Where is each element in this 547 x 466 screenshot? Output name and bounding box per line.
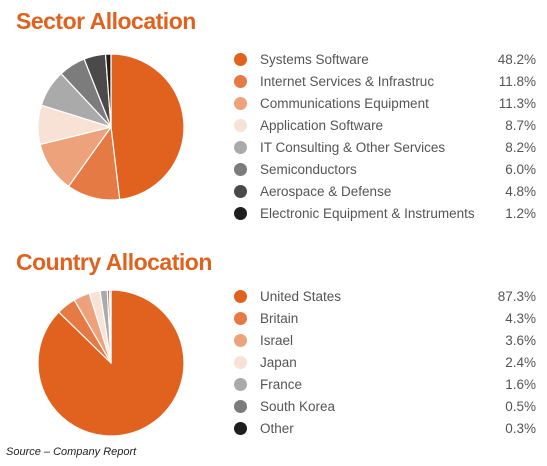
country-legend-item-other: Other 0.3% bbox=[230, 417, 536, 439]
country-legend-label: Japan bbox=[260, 354, 297, 370]
country-legend-swatch bbox=[234, 355, 247, 369]
sector-legend-label: Application Software bbox=[260, 117, 384, 133]
sector-legend-item-communications-equipment: Communications Equipment 11.3% bbox=[230, 92, 536, 114]
country-legend-item-united-states: United States 87.3% bbox=[230, 285, 536, 307]
sector-legend-swatch bbox=[234, 118, 247, 132]
country-legend-swatch bbox=[234, 311, 247, 325]
sector-legend-label: Electronic Equipment & Instruments bbox=[260, 205, 475, 221]
sector-legend-swatch bbox=[234, 96, 247, 110]
sector-legend-label: Semiconductors bbox=[260, 161, 357, 177]
country-legend-swatch bbox=[234, 377, 247, 391]
country-legend-label: France bbox=[260, 376, 303, 392]
sector-allocation-title: Sector Allocation bbox=[16, 8, 196, 34]
country-legend-swatch bbox=[234, 289, 247, 303]
country-legend-item-israel: Israel 3.6% bbox=[230, 329, 536, 351]
sector-legend-item-aerospace-and-defense: Aerospace & Defense 4.8% bbox=[230, 180, 536, 202]
sector-legend-label: Communications Equipment bbox=[260, 95, 429, 111]
sector-legend-swatch bbox=[234, 206, 247, 220]
sector-legend-label: IT Consulting & Other Services bbox=[260, 139, 446, 155]
sector-legend-label: Aerospace & Defense bbox=[260, 183, 392, 199]
country-pie-chart bbox=[37, 289, 185, 437]
sector-slice-electronic-equipment-and-instruments bbox=[104, 53, 112, 128]
sector-legend-swatch bbox=[234, 52, 247, 66]
country-legend-label: South Korea bbox=[260, 398, 336, 414]
country-legend-value: 87.3% bbox=[497, 288, 536, 304]
source-note: Source – Company Report bbox=[6, 446, 137, 458]
sector-pie-chart bbox=[37, 53, 185, 201]
country-allocation-title: Country Allocation bbox=[16, 249, 212, 275]
country-legend-value: 3.6% bbox=[505, 332, 536, 348]
sector-legend-item-it-consulting-and-other-services: IT Consulting & Other Services 8.2% bbox=[230, 136, 536, 158]
sector-legend-value: 8.7% bbox=[505, 117, 536, 133]
country-legend-swatch bbox=[234, 333, 247, 347]
sector-slice-systems-software bbox=[110, 53, 185, 201]
sector-legend-value: 6.0% bbox=[505, 161, 536, 177]
sector-legend-value: 11.3% bbox=[498, 95, 536, 111]
sector-legend-value: 48.2% bbox=[497, 51, 536, 67]
sector-legend-swatch bbox=[234, 74, 247, 88]
country-legend-item-south-korea: South Korea 0.5% bbox=[230, 395, 536, 417]
sector-legend-swatch bbox=[234, 140, 247, 154]
country-slice-united-states bbox=[37, 289, 185, 437]
country-legend-value: 0.3% bbox=[505, 420, 536, 436]
country-legend-label: Israel bbox=[260, 332, 294, 348]
country-legend-swatch bbox=[234, 421, 247, 435]
country-legend-label: United States bbox=[260, 288, 342, 304]
sector-legend-label: Systems Software bbox=[260, 51, 369, 67]
country-legend-value: 0.5% bbox=[505, 398, 536, 414]
country-slice-other bbox=[109, 289, 112, 364]
sector-legend-item-application-software: Application Software 8.7% bbox=[230, 114, 536, 136]
sector-legend-value: 8.2% bbox=[505, 139, 536, 155]
country-legend-item-japan: Japan 2.4% bbox=[230, 351, 536, 373]
country-legend-swatch bbox=[234, 399, 247, 413]
sector-legend-value: 4.8% bbox=[505, 183, 536, 199]
country-legend-value: 1.6% bbox=[505, 376, 536, 392]
country-legend-value: 2.4% bbox=[505, 354, 536, 370]
country-legend: United States 87.3% Britain 4.3% Israel 3.6% J… bbox=[230, 285, 536, 439]
sector-legend-value: 11.8% bbox=[498, 73, 536, 89]
sector-legend-value: 1.2% bbox=[505, 205, 536, 221]
country-legend-label: Britain bbox=[260, 310, 299, 326]
country-legend-value: 4.3% bbox=[505, 310, 536, 326]
sector-legend-swatch bbox=[234, 184, 247, 198]
country-legend-label: Other bbox=[260, 420, 294, 436]
sector-legend-swatch bbox=[234, 162, 247, 176]
sector-legend-item-systems-software: Systems Software 48.2% bbox=[230, 48, 536, 70]
sector-legend: Systems Software 48.2% Internet Services &… bbox=[230, 48, 536, 224]
sector-legend-item-internet-services-and-infrastruc: Internet Services & Infrastruc 11.8% bbox=[230, 70, 536, 92]
sector-legend-label: Internet Services & Infrastruc bbox=[260, 73, 435, 89]
country-legend-item-france: France 1.6% bbox=[230, 373, 536, 395]
sector-legend-item-semiconductors: Semiconductors 6.0% bbox=[230, 158, 536, 180]
country-legend-item-britain: Britain 4.3% bbox=[230, 307, 536, 329]
sector-legend-item-electronic-equipment-and-instruments: Electronic Equipment & Instruments 1.2% bbox=[230, 202, 536, 224]
